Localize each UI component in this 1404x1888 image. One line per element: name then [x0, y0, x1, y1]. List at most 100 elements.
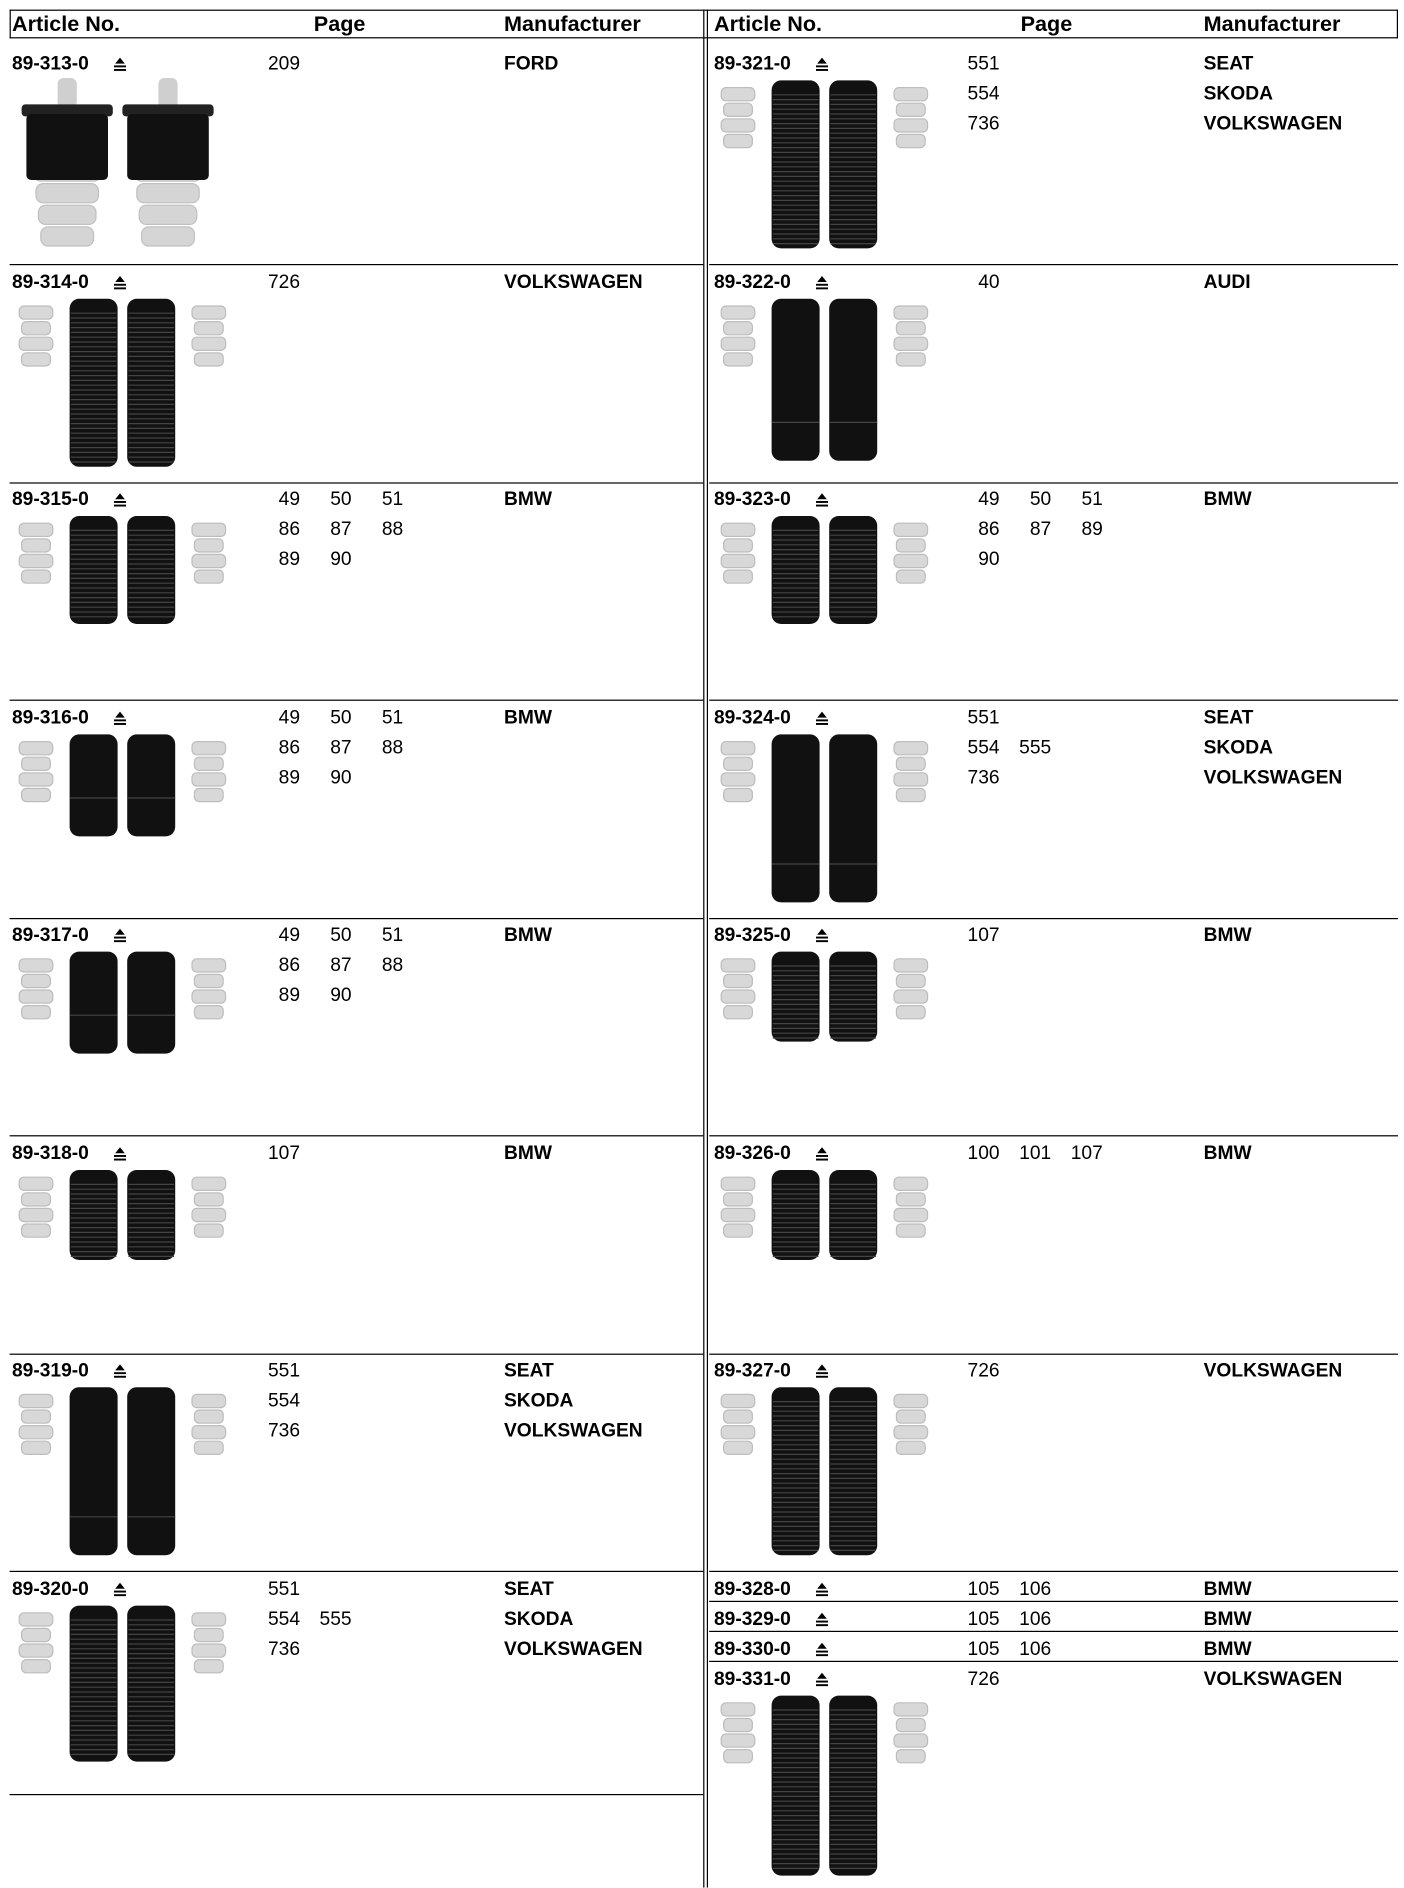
status-icon — [816, 1642, 829, 1657]
article-number: 89-319-0 — [12, 1360, 89, 1382]
rule — [703, 9, 705, 1888]
page-number: 554 — [267, 1390, 300, 1412]
manufacturer: VOLKSWAGEN — [1203, 1360, 1343, 1382]
status-icon — [114, 928, 127, 943]
page-number: 554 — [967, 738, 1000, 759]
page-number: 101 — [1019, 1143, 1052, 1164]
manufacturer: BMW — [504, 708, 552, 729]
rule — [9, 1135, 704, 1137]
status-icon — [114, 276, 127, 290]
product-image — [18, 1170, 227, 1260]
article-number: 89-315-0 — [12, 489, 89, 511]
article-number: 89-316-0 — [12, 708, 89, 729]
status-icon — [816, 711, 829, 725]
product-image — [18, 298, 227, 467]
page-number: 736 — [967, 114, 1000, 135]
page-number: 51 — [1081, 489, 1103, 511]
header-page: Page — [1020, 12, 1073, 36]
product-image — [720, 1170, 929, 1260]
manufacturer: SKODA — [504, 1609, 574, 1630]
page-number: 51 — [381, 489, 404, 511]
manufacturer: SEAT — [504, 1360, 554, 1382]
manufacturer: SEAT — [1203, 54, 1254, 75]
page-number: 551 — [967, 54, 1000, 75]
page-number: 51 — [381, 925, 404, 946]
rule — [709, 1600, 1398, 1603]
status-icon — [816, 1364, 829, 1378]
article-number: 89-328-0 — [714, 1579, 791, 1600]
rule — [706, 9, 708, 1888]
product-image — [18, 516, 227, 624]
page-number: 50 — [330, 708, 352, 729]
status-icon — [114, 1364, 127, 1378]
rule — [709, 1353, 1398, 1355]
page-number: 49 — [278, 489, 300, 511]
product-image — [18, 1605, 227, 1762]
page-number: 89 — [278, 549, 300, 570]
rule — [9, 9, 11, 39]
page-number: 736 — [267, 1420, 300, 1442]
status-icon — [816, 493, 829, 507]
rule — [9, 1794, 704, 1796]
rule — [709, 482, 1398, 484]
status-icon — [816, 276, 829, 290]
page-number: 105 — [967, 1579, 1000, 1600]
page-number: 87 — [330, 519, 352, 540]
article-number: 89-324-0 — [714, 708, 791, 729]
status-icon — [114, 711, 127, 725]
page-number: 551 — [967, 708, 1000, 729]
rule — [709, 1660, 1398, 1663]
article-number: 89-330-0 — [714, 1639, 791, 1660]
page-number: 89 — [278, 768, 300, 789]
product-image — [18, 734, 227, 837]
page-number: 107 — [1070, 1143, 1103, 1164]
status-icon — [114, 1147, 127, 1161]
product-image — [720, 1695, 929, 1876]
page-number: 551 — [267, 1360, 300, 1382]
article-number: 89-327-0 — [714, 1360, 791, 1382]
manufacturer: SKODA — [1203, 84, 1273, 105]
header-manufacturer: Manufacturer — [1203, 12, 1341, 36]
manufacturer: BMW — [504, 925, 552, 946]
article-number: 89-317-0 — [12, 925, 89, 946]
status-icon — [816, 1672, 829, 1687]
rule — [709, 918, 1398, 920]
page-number: 736 — [267, 1639, 300, 1660]
status-icon — [816, 1612, 829, 1627]
product-image — [720, 80, 929, 249]
rule — [709, 699, 1398, 701]
article-number: 89-320-0 — [12, 1579, 89, 1600]
page-number: 90 — [978, 549, 1000, 570]
page-number: 87 — [1029, 519, 1052, 540]
manufacturer: BMW — [504, 489, 552, 511]
rule — [9, 482, 704, 484]
page-number: 105 — [967, 1609, 1000, 1630]
page-number: 49 — [278, 925, 300, 946]
page-number: 49 — [278, 708, 300, 729]
page-number: 105 — [967, 1639, 1000, 1660]
page-number: 88 — [381, 738, 404, 759]
manufacturer: VOLKSWAGEN — [1203, 114, 1343, 135]
manufacturer: SKODA — [504, 1390, 574, 1412]
page-number: 107 — [267, 1143, 300, 1164]
page-number: 90 — [330, 985, 352, 1006]
page-number: 90 — [330, 768, 352, 789]
manufacturer: BMW — [1203, 489, 1252, 511]
status-icon — [114, 1582, 127, 1597]
page-number: 88 — [381, 519, 404, 540]
page-number: 726 — [967, 1669, 1000, 1690]
product-image — [21, 78, 214, 247]
page-number: 86 — [278, 519, 300, 540]
status-icon — [816, 1582, 829, 1597]
rule — [709, 1630, 1398, 1633]
article-number: 89-322-0 — [714, 272, 791, 293]
status-icon — [816, 1147, 829, 1161]
status-icon — [816, 928, 829, 943]
page-number: 89 — [278, 985, 300, 1006]
product-image — [720, 951, 929, 1042]
page-number: 50 — [330, 489, 352, 511]
page-number: 106 — [1019, 1639, 1052, 1660]
page-number: 100 — [967, 1143, 1000, 1164]
manufacturer: VOLKSWAGEN — [1203, 1669, 1343, 1690]
manufacturer: VOLKSWAGEN — [504, 272, 643, 293]
